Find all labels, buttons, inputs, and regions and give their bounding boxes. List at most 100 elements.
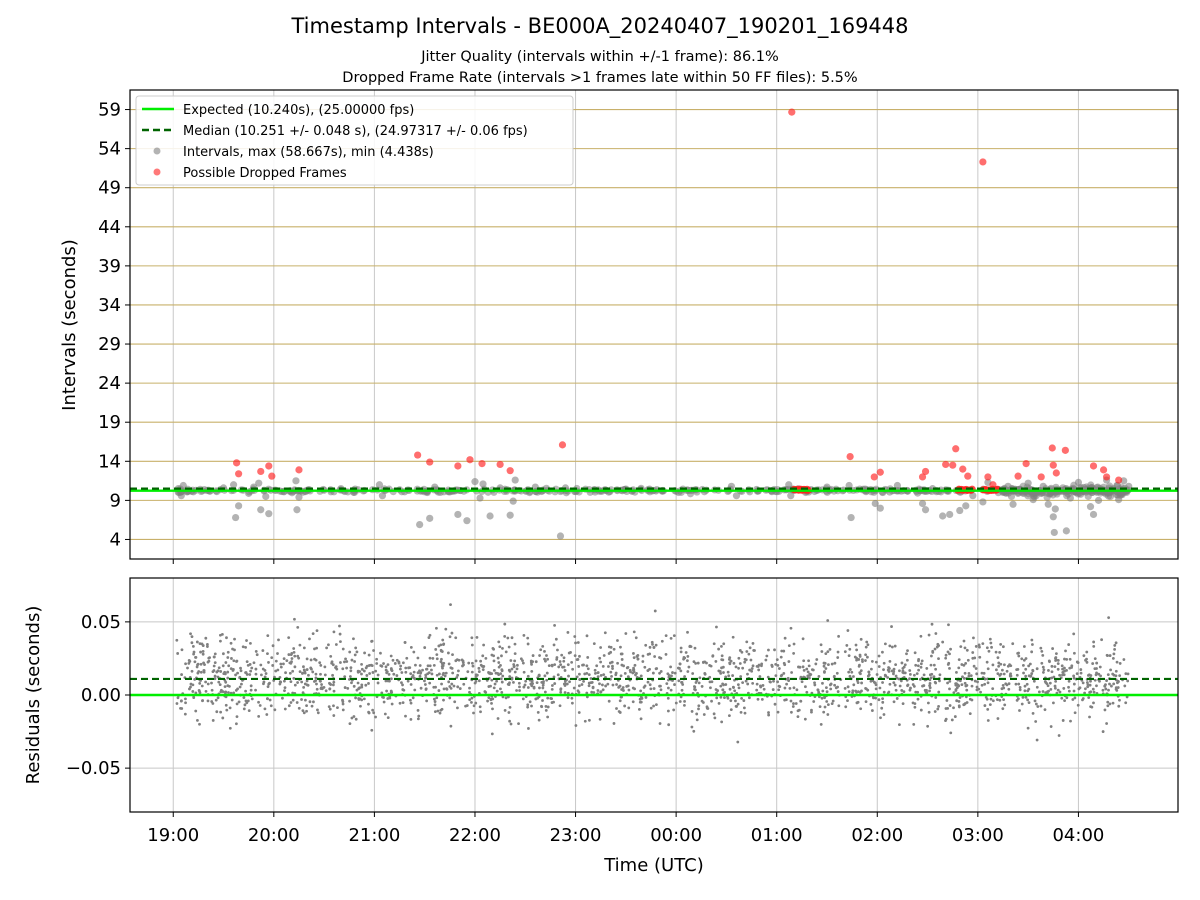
residual-point [400,671,404,674]
residual-point [491,697,495,701]
residual-point [192,650,196,654]
residual-point [442,642,446,646]
residual-point [690,710,694,713]
residual-point [997,664,1001,668]
residual-point [855,656,859,660]
residual-point [756,697,760,701]
residual-point [526,674,530,678]
residual-point [543,690,547,694]
residual-point [226,670,230,674]
residual-point [986,667,990,671]
residual-point [512,680,515,684]
residual-point [1078,686,1082,690]
residual-point [962,639,966,643]
residual-point [1111,701,1115,705]
residual-point [929,676,933,680]
residual-point [958,696,962,699]
residual-point [927,710,931,714]
residual-point [368,672,372,675]
residual-point [189,632,192,636]
residual-point [1062,687,1066,690]
interval-point [416,521,424,529]
residual-point [733,689,737,693]
residual-point [622,689,625,692]
residual-point [490,732,494,736]
residual-point [297,706,301,710]
residual-point [1124,672,1128,676]
residual-point [989,697,993,701]
residual-point [659,684,662,688]
residual-point [1108,682,1111,686]
residual-point [946,681,949,685]
residual-point [608,661,612,665]
residual-point [1123,684,1127,688]
residual-point [744,679,748,683]
residual-point [389,677,393,681]
residual-point [242,696,246,699]
residual-point [1052,701,1055,705]
residual-point [635,672,638,675]
residual-point [553,682,557,685]
residual-point [880,706,884,710]
residual-point [320,683,323,686]
residual-point [1003,703,1007,707]
residual-point [304,698,307,702]
residual-point [521,659,524,662]
residual-point [872,680,876,684]
residual-point [1034,720,1038,723]
residual-point [743,660,747,664]
residual-point [1079,668,1083,671]
residual-point [507,711,511,714]
residual-point [930,672,934,676]
residual-point [905,652,908,656]
residual-point [255,653,259,657]
residual-point [504,696,508,700]
residual-point [358,697,362,701]
residual-point [444,671,448,675]
residual-point [350,716,354,720]
residual-point [758,675,762,678]
residual-point [244,689,247,693]
residual-point [527,727,530,730]
residual-point [539,648,543,652]
residual-point [376,673,380,677]
residual-point [1009,664,1013,668]
residual-point [669,636,673,640]
residual-point [797,708,801,712]
residual-point [844,705,848,709]
residual-point [538,654,541,657]
residual-point [601,683,604,687]
residual-point [628,668,632,672]
residual-point [305,704,308,708]
residual-point [175,702,179,705]
residual-point [541,686,545,690]
residual-point [534,660,538,664]
residual-point [941,640,945,644]
residual-point [244,671,247,675]
residual-point [1062,673,1066,677]
top-y-tick-label: 59 [98,100,121,121]
residual-point [214,698,218,702]
residual-point [372,711,376,715]
residual-point [184,697,187,701]
residual-point [219,710,223,714]
residual-point [425,667,428,671]
residual-point [331,673,334,677]
residual-point [948,687,951,691]
residual-point [1118,698,1121,702]
residual-point [355,650,359,654]
residual-point [792,652,796,655]
residual-point [477,679,481,683]
residual-point [702,713,706,716]
residual-point [293,683,297,687]
residual-point [1107,688,1110,692]
residual-point [963,671,967,675]
residual-point [619,652,623,656]
residual-point [938,679,941,683]
residual-point [973,656,977,660]
interval-point [1066,494,1074,502]
residual-point [401,701,405,705]
residual-point [192,696,196,700]
residual-point [176,652,180,655]
residual-point [991,663,995,667]
